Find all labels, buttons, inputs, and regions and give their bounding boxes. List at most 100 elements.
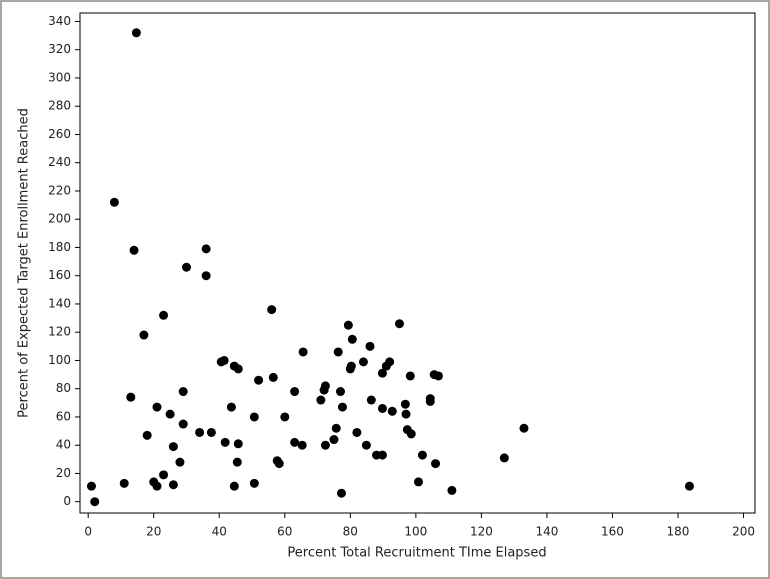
- point: [352, 427, 362, 437]
- y-tick-label: 260: [48, 127, 71, 141]
- y-tick-label: 60: [56, 409, 71, 423]
- point: [684, 481, 694, 491]
- y-tick-label: 220: [48, 183, 71, 197]
- point: [336, 488, 346, 498]
- point: [333, 347, 343, 357]
- point: [366, 395, 376, 405]
- point: [519, 423, 529, 433]
- x-tick-label: 40: [212, 525, 227, 539]
- point: [290, 437, 300, 447]
- point: [377, 368, 387, 378]
- point: [249, 478, 259, 488]
- point: [417, 450, 427, 460]
- y-tick-label: 240: [48, 155, 71, 169]
- point: [331, 423, 341, 433]
- x-axis-title: Percent Total Recruitment TIme Elapsed: [287, 546, 546, 561]
- point: [347, 334, 357, 344]
- point: [290, 387, 300, 397]
- point: [181, 262, 191, 272]
- point: [168, 442, 178, 452]
- point: [401, 409, 411, 419]
- x-tick-label: 0: [84, 525, 92, 539]
- point: [226, 402, 236, 412]
- y-tick-label: 0: [63, 494, 71, 508]
- point: [346, 361, 356, 371]
- point: [152, 402, 162, 412]
- y-tick-label: 180: [48, 240, 71, 254]
- point: [274, 459, 284, 469]
- point: [233, 439, 243, 449]
- point: [320, 440, 330, 450]
- point: [229, 481, 239, 491]
- y-axis-title: Percent of Expected Target Enrollment Re…: [17, 108, 32, 418]
- y-tick-label: 80: [56, 381, 71, 395]
- x-tick-label: 60: [277, 525, 292, 539]
- point: [165, 409, 175, 419]
- point: [337, 402, 347, 412]
- plot-area: [79, 12, 756, 514]
- x-tick-label: 180: [667, 525, 690, 539]
- y-tick-label: 140: [48, 296, 71, 310]
- x-tick-label: 120: [470, 525, 493, 539]
- point: [220, 437, 230, 447]
- point: [431, 459, 441, 469]
- point: [109, 197, 119, 207]
- point: [358, 357, 368, 367]
- point: [499, 453, 509, 463]
- point: [159, 470, 169, 480]
- y-tick-label: 280: [48, 99, 71, 113]
- point: [201, 244, 211, 254]
- point: [377, 450, 387, 460]
- point: [206, 427, 216, 437]
- point: [201, 271, 211, 281]
- y-tick-label: 320: [48, 42, 71, 56]
- point: [413, 477, 423, 487]
- y-tick-label: 40: [56, 438, 71, 452]
- point: [90, 497, 100, 507]
- point: [406, 429, 416, 439]
- x-tick-label: 160: [601, 525, 624, 539]
- point: [280, 412, 290, 422]
- point: [377, 403, 387, 413]
- x-tick-label: 200: [732, 525, 755, 539]
- point: [178, 419, 188, 429]
- y-tick-label: 160: [48, 268, 71, 282]
- point: [335, 387, 345, 397]
- point: [219, 355, 229, 365]
- point: [361, 440, 371, 450]
- point: [232, 457, 242, 467]
- point: [425, 396, 435, 406]
- point: [254, 375, 264, 385]
- point: [168, 480, 178, 490]
- point: [394, 319, 404, 329]
- point: [298, 347, 308, 357]
- point: [86, 481, 96, 491]
- point: [178, 387, 188, 397]
- point: [195, 427, 205, 437]
- point: [329, 435, 339, 445]
- x-tick-label: 100: [404, 525, 427, 539]
- point: [119, 478, 129, 488]
- y-tick-label: 200: [48, 212, 71, 226]
- point: [142, 430, 152, 440]
- point: [433, 371, 443, 381]
- y-tick-label: 120: [48, 325, 71, 339]
- point: [400, 399, 410, 409]
- y-tick-label: 20: [56, 466, 71, 480]
- point: [139, 330, 149, 340]
- point: [365, 341, 375, 351]
- x-tick-label: 80: [343, 525, 358, 539]
- point: [387, 406, 397, 416]
- point: [249, 412, 259, 422]
- y-tick-label: 340: [48, 14, 71, 28]
- point: [297, 440, 307, 450]
- point: [152, 481, 162, 491]
- y-tick-label: 300: [48, 70, 71, 84]
- x-tick-label: 20: [146, 525, 161, 539]
- point: [131, 28, 141, 38]
- x-tick-label: 140: [535, 525, 558, 539]
- point: [316, 395, 326, 405]
